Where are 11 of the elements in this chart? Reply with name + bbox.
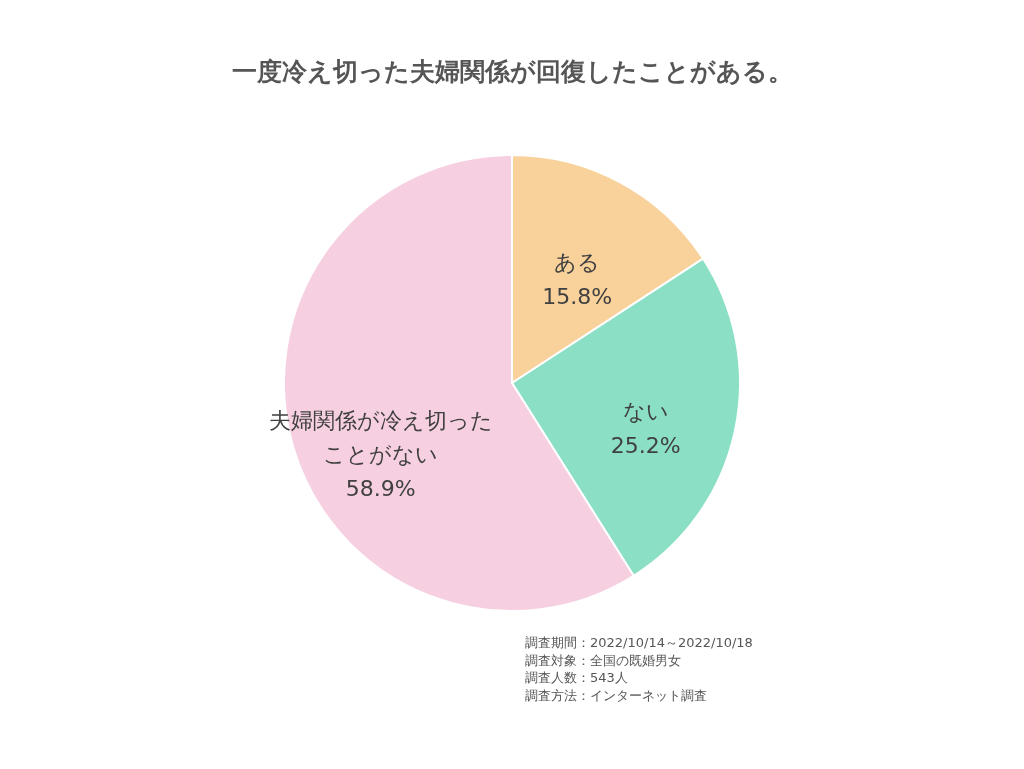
text: 調査期間：2022/10/14～2022/10/18 xyxy=(525,635,753,650)
slice-label: 夫婦関係が冷え切ったことがない xyxy=(268,408,493,467)
slice-label: ある xyxy=(554,249,601,275)
text: 調査人数：543人 xyxy=(525,670,628,685)
slice-label: ない xyxy=(622,399,669,425)
text: 調査方法：インターネット調査 xyxy=(525,687,707,703)
chart-title: 一度冷え切った夫婦関係が回復したことがある。 xyxy=(231,57,793,86)
data-label: 15.8% xyxy=(542,283,613,309)
data-label: 25.2% xyxy=(610,433,681,459)
text: 調査対象：全国の既婚男女 xyxy=(525,652,681,668)
data-label: 58.9% xyxy=(345,476,416,501)
